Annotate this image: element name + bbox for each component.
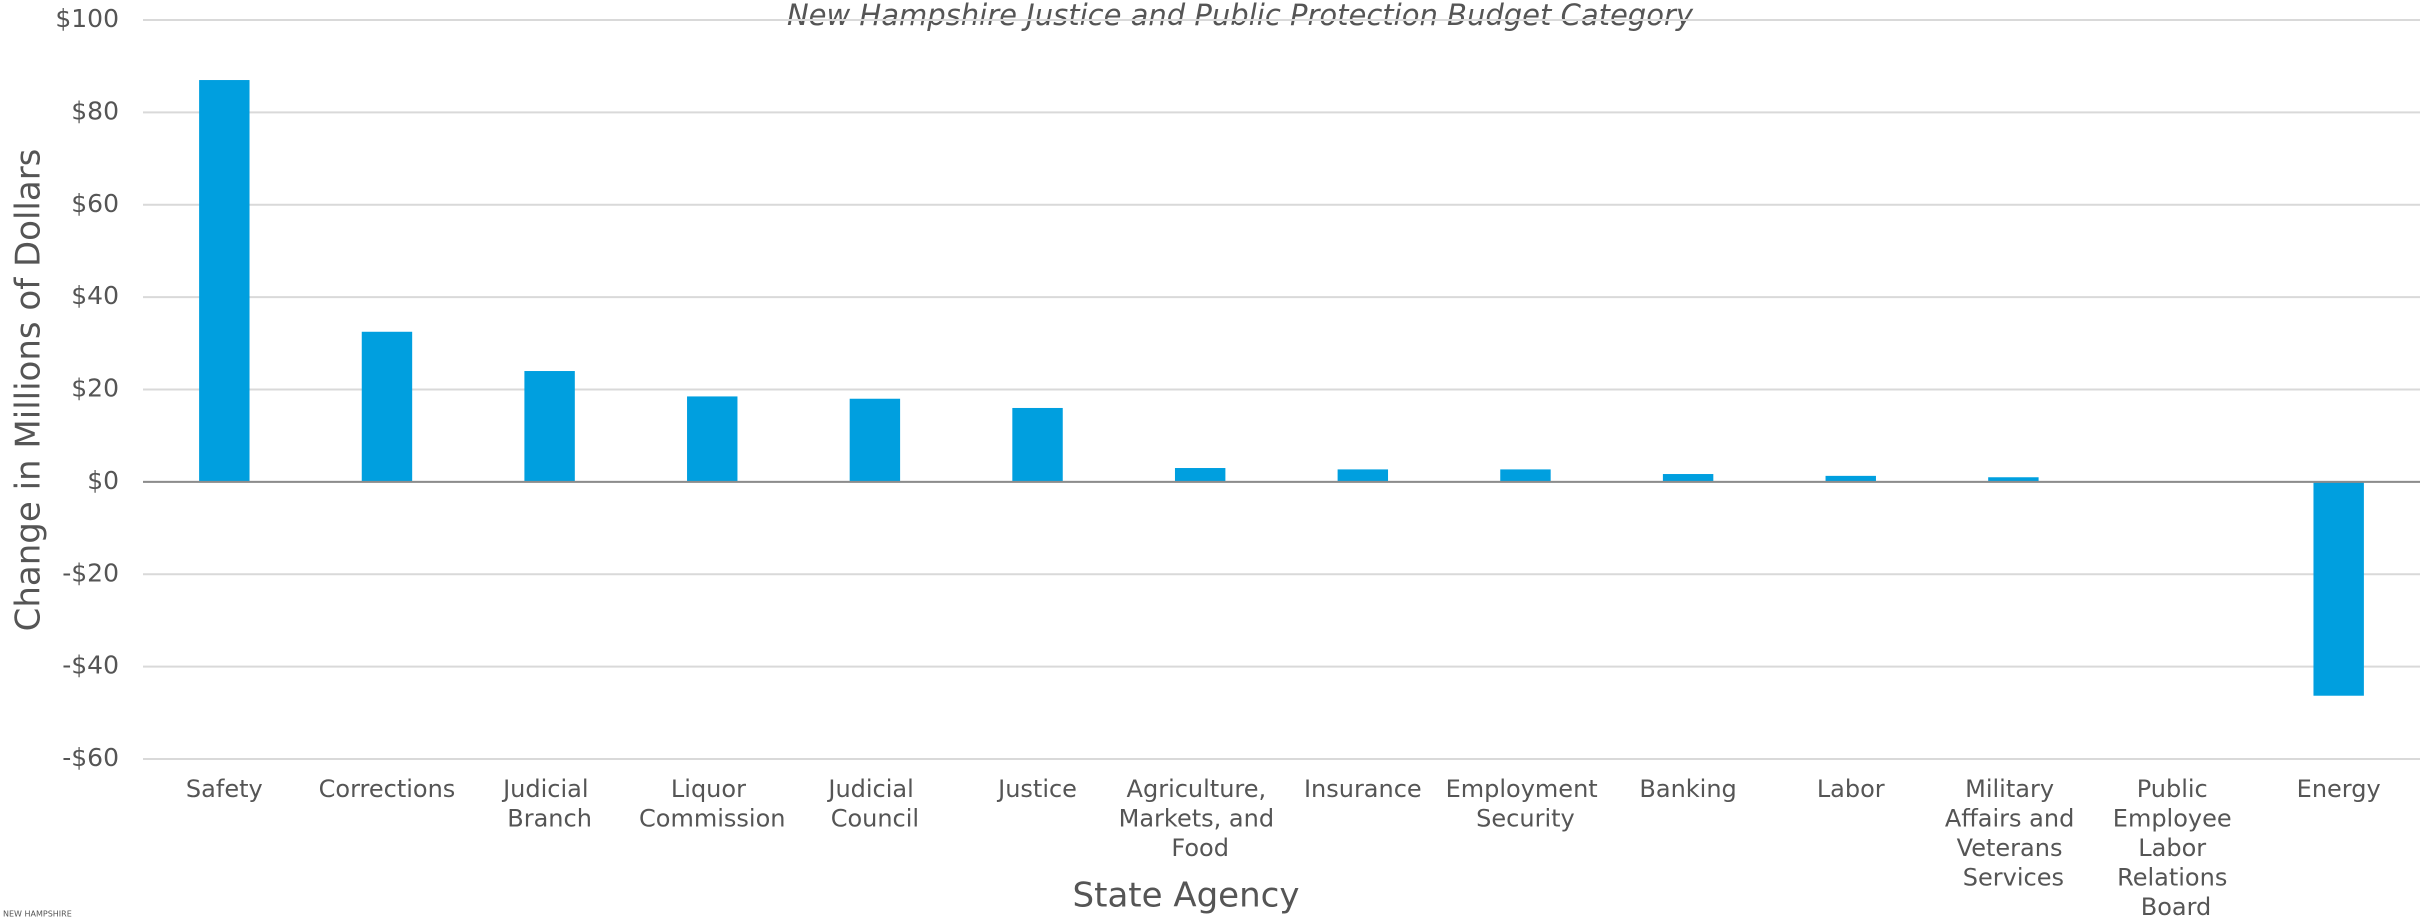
bar	[1662, 474, 1714, 482]
y-tick-label: $0	[87, 466, 119, 495]
logo-text: NEW HAMPSHIRE	[3, 910, 72, 918]
bar	[1337, 469, 1389, 482]
x-tick-label: Military Affairs and Veterans Services	[1945, 775, 2082, 892]
y-tick-label: -$40	[62, 651, 119, 680]
y-tick-label: $60	[71, 189, 119, 218]
y-tick-label: $20	[71, 374, 119, 403]
x-tick-label: Employment Security	[1446, 775, 1606, 833]
x-tick-label: Liquor Commission	[639, 775, 785, 833]
bar	[2313, 481, 2364, 696]
x-tick-label: Public Employee Labor Relations Board	[2113, 775, 2240, 918]
y-tick-label: $40	[71, 281, 119, 310]
y-axis-title: Change in Millions of Dollars	[9, 149, 49, 632]
bar	[1012, 407, 1063, 482]
x-tick-label: Labor	[1817, 775, 1885, 803]
bar	[849, 398, 901, 482]
bar	[1174, 468, 1226, 482]
y-tick-label: -$60	[62, 743, 119, 772]
x-tick-label: Judicial Branch	[501, 775, 596, 833]
x-tick-label: Justice	[996, 775, 1077, 803]
bar	[524, 371, 575, 482]
chart-title: New Hampshire Justice and Public Protect…	[787, 0, 1694, 32]
bar	[687, 396, 738, 482]
x-tick-label: Insurance	[1304, 775, 1422, 803]
x-tick-label: Agriculture, Markets, and Food	[1119, 775, 1282, 862]
y-tick-label: $80	[71, 96, 119, 125]
x-axis-title: State Agency	[1073, 876, 1300, 916]
bar	[1500, 469, 1551, 482]
x-tick-label: Energy	[2297, 775, 2381, 803]
bar	[1825, 475, 1876, 482]
y-tick-label: -$20	[62, 558, 119, 587]
bar	[199, 80, 250, 482]
x-tick-label: Banking	[1639, 775, 1736, 803]
x-tick-label: Judicial Council	[826, 775, 921, 833]
bar	[1988, 477, 2039, 482]
y-tick-label: $100	[55, 4, 119, 33]
x-tick-label: Safety	[186, 775, 263, 803]
x-tick-label: Corrections	[319, 775, 456, 803]
bar	[361, 331, 413, 482]
